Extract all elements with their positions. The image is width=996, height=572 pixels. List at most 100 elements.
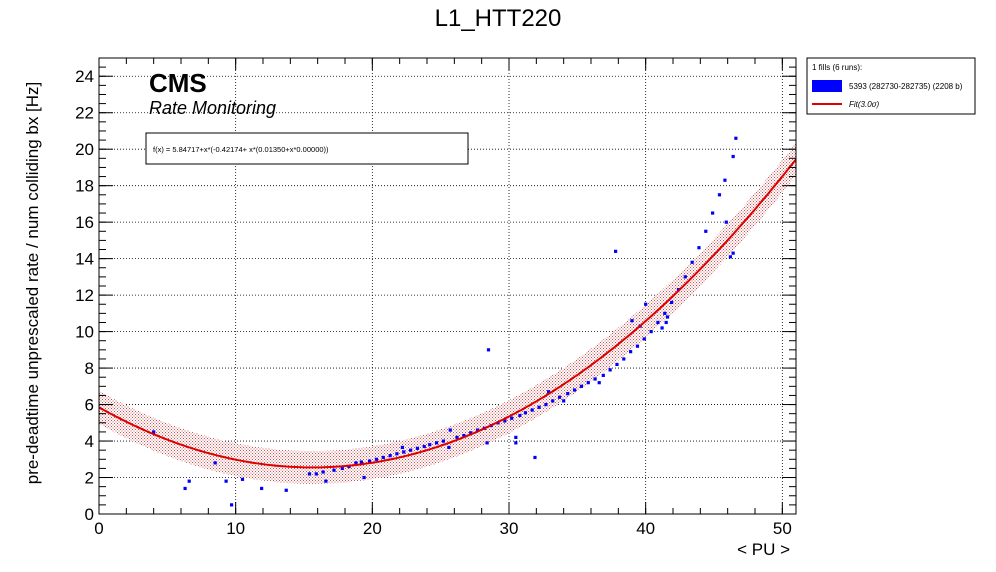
data-point (665, 315, 670, 319)
data-point (402, 450, 406, 454)
data-point (537, 405, 541, 409)
fit-band-area (99, 142, 796, 484)
data-point (573, 388, 577, 392)
legend-entry-series: 5393 (282730-282735) (2208 b) (849, 82, 963, 91)
data-point (660, 326, 664, 330)
data-point (711, 211, 715, 215)
data-point (260, 486, 264, 491)
data-point (724, 220, 728, 224)
data-point (551, 399, 555, 403)
data-point (447, 445, 451, 450)
x-tick-label: 20 (363, 519, 382, 538)
data-point (557, 395, 562, 399)
data-point (547, 390, 551, 394)
data-point (400, 445, 404, 450)
data-point (321, 470, 325, 474)
data-point (475, 428, 480, 432)
data-point (523, 411, 527, 415)
y-tick-label: 6 (85, 396, 94, 415)
data-point (469, 431, 473, 435)
data-point (622, 357, 626, 361)
x-tick-label: 30 (500, 519, 519, 538)
data-point (362, 475, 366, 480)
data-point (409, 448, 413, 452)
legend-swatch-fill (812, 80, 842, 92)
data-point (704, 229, 708, 233)
fit-band (99, 142, 796, 484)
data-point (562, 399, 566, 403)
data-point (340, 466, 344, 470)
data-point (415, 446, 420, 450)
data-point (664, 320, 668, 325)
y-tick-label: 10 (75, 323, 94, 342)
data-point (314, 472, 318, 476)
data-point (213, 461, 217, 465)
data-point (728, 255, 732, 259)
data-point (224, 479, 228, 483)
y-tick-label: 18 (75, 177, 94, 196)
data-point (381, 455, 385, 460)
data-point (670, 300, 674, 305)
data-point (422, 444, 426, 449)
data-point (448, 428, 452, 432)
data-point (229, 503, 234, 507)
data-point (486, 348, 491, 352)
data-point (514, 435, 518, 439)
legend: 1 fills (6 runs): 5393 (282730-282735) (… (806, 57, 976, 115)
data-point (428, 443, 432, 447)
data-point (544, 402, 548, 407)
data-point (614, 249, 618, 253)
data-point (697, 246, 701, 250)
data-point (566, 392, 570, 396)
x-axis-title: < PU > (737, 540, 790, 559)
data-point (152, 430, 156, 434)
data-point (485, 441, 489, 445)
fit-formula-text: f(x) = 5.84717+x*(-0.42174+ x*(0.01350+x… (153, 145, 329, 154)
y-tick-label: 24 (75, 67, 94, 86)
data-point (518, 413, 522, 418)
data-point (615, 362, 619, 367)
data-point (731, 154, 735, 159)
data-point (307, 472, 312, 476)
y-tick-label: 14 (75, 250, 94, 269)
data-point (649, 330, 653, 334)
data-point (644, 302, 648, 306)
data-point (593, 377, 597, 381)
data-point (608, 368, 612, 372)
data-point (354, 461, 358, 465)
data-point (530, 408, 534, 412)
cms-sublabel: Rate Monitoring (149, 98, 276, 118)
data-point (395, 452, 399, 456)
data-point (187, 479, 191, 483)
cms-label: CMS (149, 68, 207, 98)
data-point (240, 477, 245, 481)
data-point (717, 193, 722, 197)
data-point (183, 486, 187, 491)
data-point (629, 350, 633, 354)
data-point (388, 454, 392, 458)
data-point (462, 433, 466, 438)
y-tick-label: 4 (85, 432, 94, 451)
data-point (368, 459, 372, 463)
data-point (663, 311, 667, 315)
y-tick-label: 8 (85, 359, 94, 378)
data-point (630, 319, 634, 323)
chart-title: L1_HTT220 (435, 5, 562, 32)
data-point (731, 251, 735, 255)
data-point (441, 439, 445, 443)
x-tick-label: 40 (636, 519, 655, 538)
data-point (332, 468, 336, 472)
data-point (503, 419, 507, 423)
fit-line (99, 158, 796, 469)
data-point (374, 457, 379, 461)
data-point (597, 381, 601, 385)
data-point (455, 435, 459, 439)
data-point (514, 441, 518, 445)
y-tick-label: 12 (75, 286, 94, 305)
legend-entry-fit: Fit(3.0σ) (849, 100, 879, 109)
x-tick-label: 10 (226, 519, 245, 538)
y-axis-title: pre-deadtime unprescaled rate / num coll… (23, 82, 42, 485)
fit-curve (99, 158, 796, 469)
legend-header: 1 fills (6 runs): (812, 63, 862, 72)
